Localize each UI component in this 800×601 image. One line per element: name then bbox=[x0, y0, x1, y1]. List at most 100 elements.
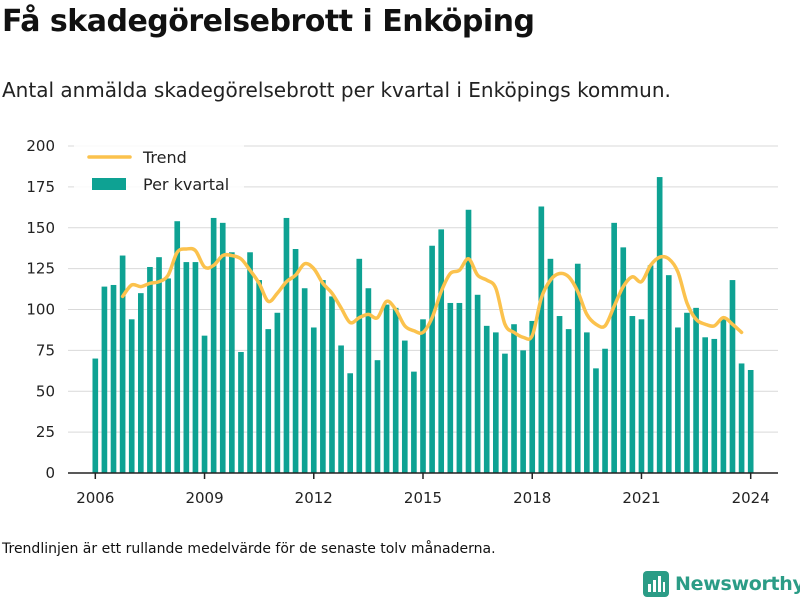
trend-line bbox=[120, 246, 744, 341]
y-tick-label: 200 bbox=[26, 137, 55, 155]
bar bbox=[320, 280, 326, 473]
y-tick-label: 175 bbox=[26, 178, 55, 196]
x-tick-label: 2006 bbox=[76, 489, 114, 507]
bar bbox=[465, 209, 472, 473]
newsworthy-icon bbox=[643, 571, 669, 597]
bar bbox=[247, 252, 253, 473]
bar bbox=[529, 320, 536, 473]
bar bbox=[365, 288, 372, 473]
bar bbox=[347, 373, 354, 473]
bar bbox=[684, 312, 690, 473]
bar bbox=[456, 302, 463, 473]
bar bbox=[183, 262, 190, 473]
bar bbox=[602, 348, 608, 473]
bar bbox=[629, 316, 636, 473]
y-tick-label: 100 bbox=[26, 301, 55, 319]
bar bbox=[174, 221, 181, 473]
x-tick-label: 2015 bbox=[404, 489, 442, 507]
bar bbox=[411, 371, 417, 473]
bar bbox=[574, 263, 581, 473]
bar bbox=[420, 319, 426, 473]
legend-bar-swatch bbox=[92, 178, 126, 190]
bar bbox=[283, 217, 290, 473]
bar bbox=[738, 363, 745, 473]
bar bbox=[201, 335, 208, 473]
bar bbox=[438, 229, 445, 473]
bar bbox=[547, 258, 554, 473]
bar bbox=[101, 286, 108, 473]
bar bbox=[729, 280, 736, 473]
bar bbox=[147, 266, 153, 473]
bar bbox=[711, 338, 718, 473]
bar bbox=[565, 329, 572, 473]
legend-bar-label: Per kvartal bbox=[143, 175, 229, 194]
bar bbox=[638, 319, 645, 473]
x-axis: 2006 2009 2012 2015 2018 2021 2024 bbox=[68, 472, 778, 507]
y-tick-label: 50 bbox=[36, 382, 55, 400]
footnote: Trendlinjen är ett rullande medelvärde f… bbox=[2, 541, 496, 557]
brand-name: Newsworthy bbox=[675, 573, 800, 595]
bar bbox=[556, 316, 563, 473]
bar bbox=[665, 275, 672, 473]
legend-background bbox=[74, 144, 244, 200]
bar bbox=[156, 257, 162, 473]
bar bbox=[647, 265, 654, 473]
x-tick-label: 2009 bbox=[185, 489, 223, 507]
bar bbox=[392, 307, 399, 473]
bar bbox=[192, 262, 199, 473]
bar bbox=[720, 319, 727, 473]
bar bbox=[584, 332, 590, 473]
bar bbox=[383, 304, 390, 473]
bar bbox=[301, 288, 308, 473]
y-tick-label: 125 bbox=[26, 260, 55, 278]
bar bbox=[219, 222, 226, 473]
y-axis-ticks: 0 25 50 75 100 125 150 175 200 bbox=[26, 137, 55, 482]
bar bbox=[520, 350, 526, 473]
bar bbox=[429, 245, 435, 473]
chart-title: Få skadegörelsebrott i Enköping bbox=[2, 4, 535, 39]
bar bbox=[210, 217, 217, 473]
bar bbox=[593, 368, 599, 473]
bar bbox=[92, 358, 99, 473]
bar bbox=[274, 312, 281, 473]
bar bbox=[229, 252, 235, 473]
bar bbox=[356, 258, 363, 473]
x-tick-label: 2018 bbox=[513, 489, 551, 507]
bar bbox=[620, 247, 627, 473]
bar bbox=[474, 294, 481, 473]
bar bbox=[238, 352, 244, 473]
bar bbox=[119, 255, 126, 473]
trend-series bbox=[120, 246, 744, 341]
x-tick-label: 2024 bbox=[732, 489, 770, 507]
bar bbox=[137, 293, 144, 473]
bar bbox=[675, 327, 681, 473]
bar-series bbox=[92, 177, 754, 473]
bar bbox=[329, 296, 335, 473]
y-tick-label: 25 bbox=[36, 423, 55, 441]
bar bbox=[511, 324, 517, 473]
bar bbox=[693, 307, 699, 473]
chart-subtitle: Antal anmälda skadegörelsebrott per kvar… bbox=[2, 78, 671, 102]
bar bbox=[611, 222, 617, 473]
bar bbox=[538, 206, 545, 473]
y-tick-label: 150 bbox=[26, 219, 55, 237]
bar bbox=[702, 337, 709, 473]
bar bbox=[265, 329, 272, 473]
newsworthy-logo[interactable]: Newsworthy bbox=[643, 567, 800, 601]
x-tick-label: 2021 bbox=[622, 489, 660, 507]
bar bbox=[310, 327, 317, 473]
bar bbox=[492, 332, 499, 473]
bar bbox=[747, 369, 754, 473]
y-tick-label: 0 bbox=[45, 464, 55, 482]
bar bbox=[374, 360, 381, 473]
x-tick-label: 2012 bbox=[295, 489, 333, 507]
bar bbox=[110, 284, 117, 473]
bar bbox=[401, 340, 408, 473]
bar bbox=[656, 177, 663, 473]
bar bbox=[447, 302, 454, 473]
legend-trend-label: Trend bbox=[142, 148, 187, 167]
bar bbox=[128, 319, 135, 473]
bar bbox=[256, 280, 262, 473]
bar bbox=[292, 249, 299, 473]
